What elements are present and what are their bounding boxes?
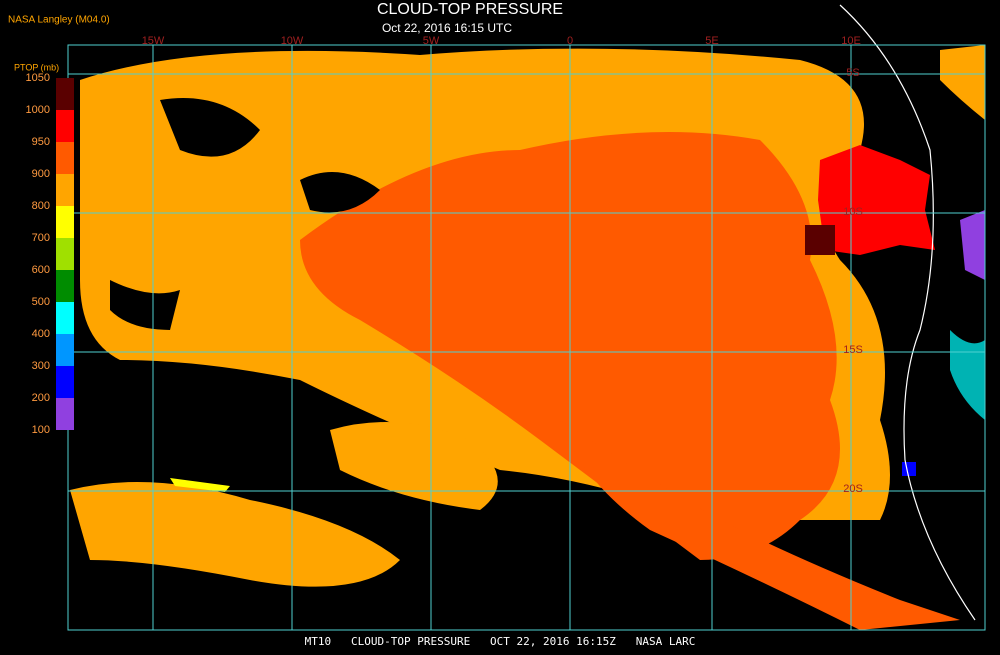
longitude-label: 5E	[705, 35, 718, 47]
colorbar-tick-label: 700	[32, 232, 50, 244]
longitude-label: 0	[567, 35, 573, 47]
latitude-label: 10S	[843, 206, 863, 218]
latitude-label: 20S	[843, 483, 863, 495]
colorbar-tick-label: 1050	[26, 72, 50, 84]
colorbar-band	[56, 270, 74, 302]
colorbar-band	[56, 206, 74, 238]
colorbar-tick-label: 300	[32, 360, 50, 372]
longitude-label: 10E	[841, 35, 861, 47]
colorbar-band	[56, 366, 74, 398]
colorbar-tick-label: 950	[32, 136, 50, 148]
title: CLOUD-TOP PRESSURE	[377, 1, 563, 18]
colorbar-band	[56, 238, 74, 270]
colorbar-tick-label: 600	[32, 264, 50, 276]
colorbar-band	[56, 174, 74, 206]
subtitle: Oct 22, 2016 16:15 UTC	[382, 21, 512, 35]
colorbar-tick-label: 400	[32, 328, 50, 340]
footer: MT10 CLOUD-TOP PRESSURE OCT 22, 2016 16:…	[305, 635, 696, 648]
longitude-label: 10W	[281, 35, 304, 47]
colorbar-band	[56, 78, 74, 110]
latitude-label: 15S	[843, 344, 863, 356]
colorbar-band	[56, 398, 74, 430]
latitude-label: 5S	[846, 67, 859, 79]
colorbar-label: PTOP (mb)	[14, 62, 59, 72]
source-label: NASA Langley (M04.0)	[8, 15, 110, 26]
colorbar-tick-label: 500	[32, 296, 50, 308]
colorbar-tick-label: 1000	[26, 104, 50, 116]
colorbar-band	[56, 110, 74, 142]
colorbar-band	[56, 302, 74, 334]
colorbar-tick-label: 100	[32, 424, 50, 436]
colorbar-tick-label: 200	[32, 392, 50, 404]
colorbar-band	[56, 334, 74, 366]
longitude-label: 15W	[142, 35, 165, 47]
colorbar-band	[56, 142, 74, 174]
colorbar-tick-label: 800	[32, 200, 50, 212]
cloud-field	[70, 4, 985, 630]
colorbar-tick-label: 900	[32, 168, 50, 180]
longitude-label: 5W	[423, 35, 440, 47]
